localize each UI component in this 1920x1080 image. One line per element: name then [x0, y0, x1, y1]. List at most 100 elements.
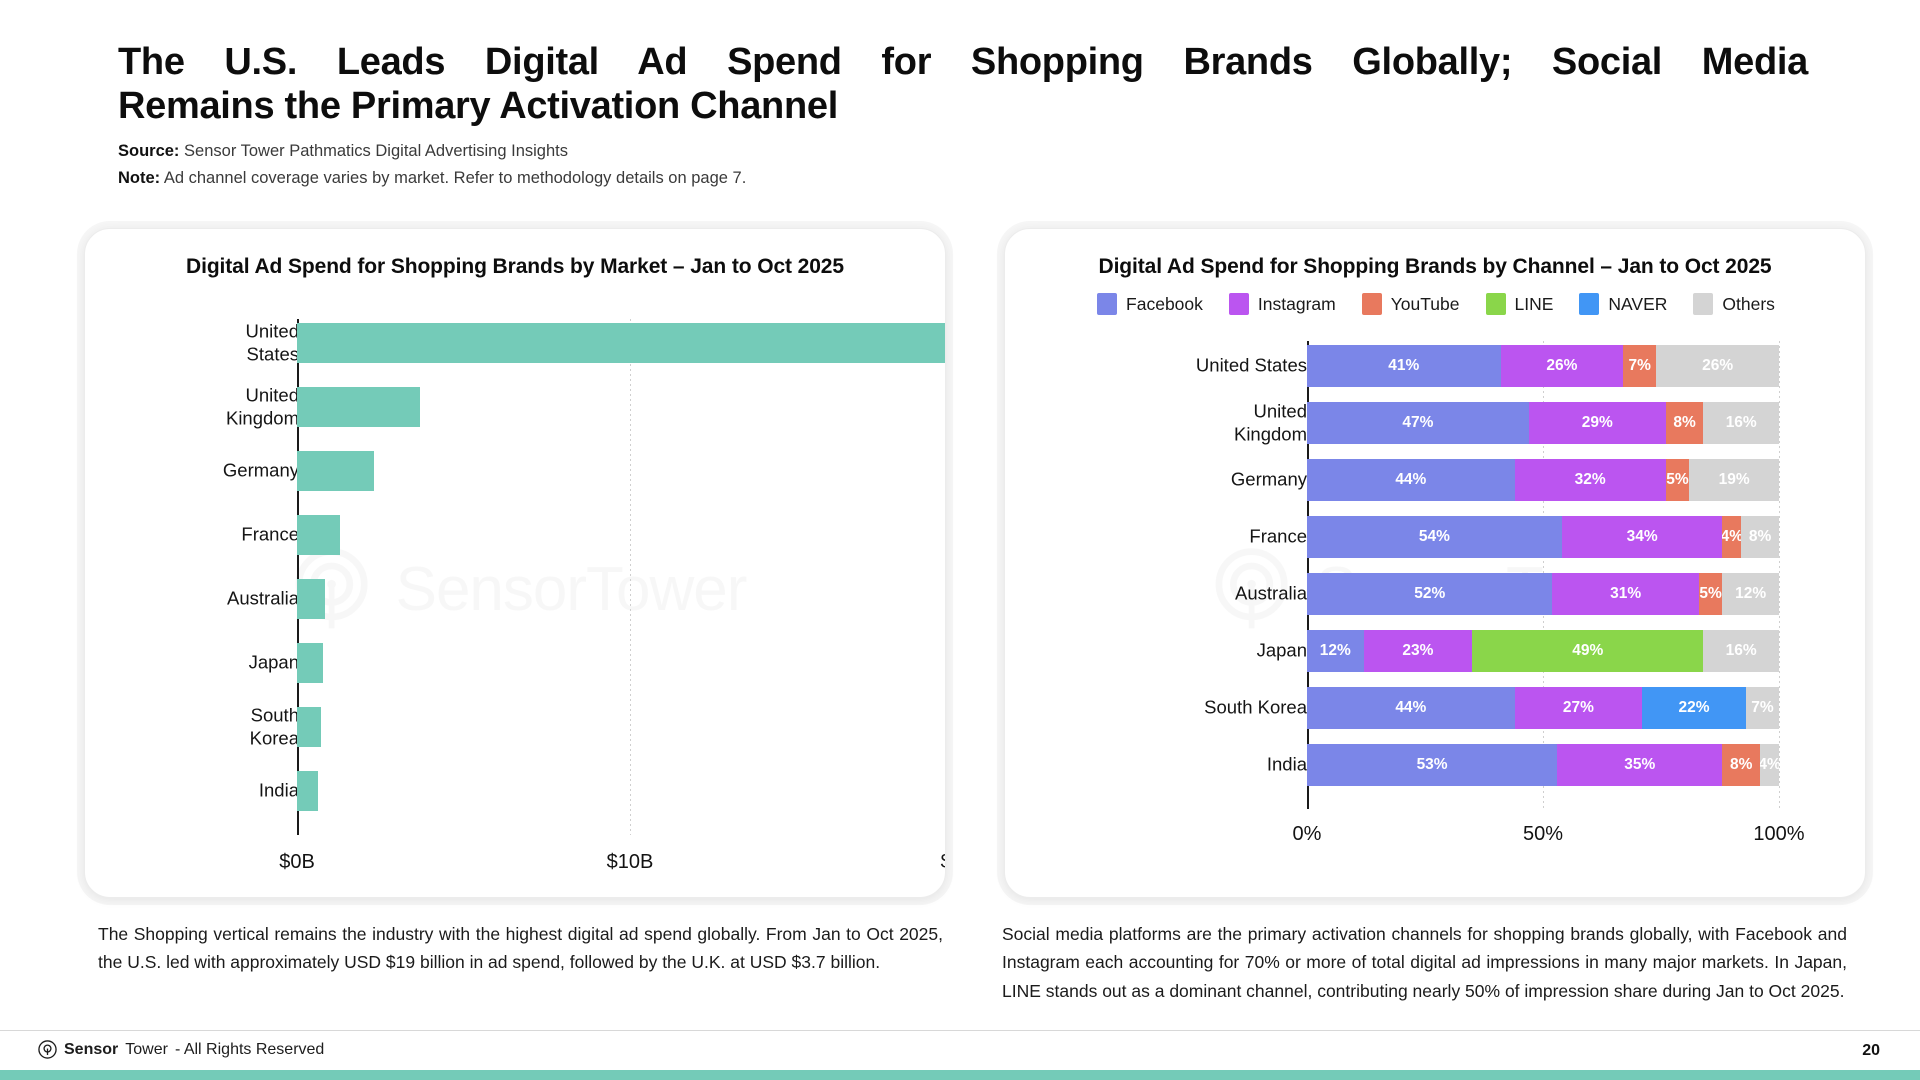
legend-item-facebook[interactable]: Facebook [1097, 293, 1203, 315]
left-bar[interactable] [297, 451, 374, 491]
source-label: Source: [118, 142, 180, 161]
segment-facebook[interactable]: 53% [1307, 744, 1558, 786]
segment-facebook[interactable]: 52% [1307, 573, 1553, 615]
right-category-label: India [1266, 753, 1307, 775]
segment-youtube[interactable]: 8% [1722, 744, 1761, 786]
segment-value-label: 12% [1735, 585, 1767, 602]
charts-container: Digital Ad Spend for Shopping Brands by … [84, 228, 1866, 898]
legend-item-line[interactable]: LINE [1485, 293, 1553, 315]
segment-value-label: 26% [1546, 357, 1578, 374]
segment-others[interactable]: 26% [1656, 345, 1779, 387]
right-category-label: South Korea [1204, 696, 1307, 718]
segment-others[interactable]: 4% [1760, 744, 1779, 786]
source-value: Sensor Tower Pathmatics Digital Advertis… [184, 142, 568, 161]
segment-instagram[interactable]: 29% [1528, 402, 1666, 444]
segment-facebook[interactable]: 44% [1307, 687, 1515, 729]
page-title: The U.S. Leads Digital Ad Spend for Shop… [118, 40, 1808, 128]
segment-value-label: 47% [1402, 414, 1434, 431]
legend-label: NAVER [1608, 293, 1668, 314]
footer: Sensor Tower - All Rights Reserved [38, 1040, 324, 1059]
segment-line[interactable]: 49% [1472, 630, 1704, 672]
left-bar-row: South Korea [85, 704, 945, 748]
left-bar-track [297, 707, 945, 747]
segment-others[interactable]: 8% [1741, 516, 1779, 558]
title-line-1: The U.S. Leads Digital Ad Spend for Shop… [118, 41, 1808, 83]
left-bar-row: United States [85, 320, 945, 364]
left-xtick-0: $0B [279, 851, 315, 873]
left-bar-row: Japan [85, 643, 945, 683]
segment-value-label: 29% [1581, 414, 1613, 431]
left-bar[interactable] [297, 387, 421, 427]
channel-legend: Facebook Instagram YouTube LINE NAVER Others [1005, 293, 1865, 315]
right-bar-row: Australia 52% 31% 5% 12% [1005, 573, 1865, 615]
segment-others[interactable]: 19% [1689, 459, 1779, 501]
segment-instagram[interactable]: 23% [1363, 630, 1473, 672]
segment-youtube[interactable]: 7% [1623, 345, 1657, 387]
segment-facebook[interactable]: 41% [1307, 345, 1501, 387]
left-category-label: India [258, 779, 299, 801]
legend-label: Instagram [1257, 293, 1336, 314]
left-bar-row: Germany [85, 451, 945, 491]
segment-value-label: 8% [1730, 756, 1753, 773]
segment-instagram[interactable]: 31% [1552, 573, 1699, 615]
segment-value-label: 23% [1402, 642, 1434, 659]
left-gridline-10b [630, 319, 631, 835]
segment-youtube[interactable]: 5% [1665, 459, 1690, 501]
segment-value-label: 49% [1572, 642, 1604, 659]
legend-swatch-icon [1228, 293, 1249, 315]
segment-instagram[interactable]: 32% [1514, 459, 1666, 501]
right-category-label: United States [1195, 354, 1307, 376]
segment-value-label: 8% [1673, 414, 1696, 431]
segment-facebook[interactable]: 47% [1307, 402, 1529, 444]
note-label: Note: [118, 168, 161, 187]
left-bar[interactable] [297, 323, 945, 363]
left-bar[interactable] [297, 771, 318, 811]
right-plot-area: United States 41% 26% 7% 26% United Kingdom 47%… [1005, 333, 1865, 897]
segment-value-label: 19% [1718, 471, 1750, 488]
left-y-axis-line [297, 319, 299, 835]
segment-facebook[interactable]: 54% [1307, 516, 1562, 558]
segment-youtube[interactable]: 5% [1698, 573, 1723, 615]
segment-youtube[interactable]: 4% [1722, 516, 1742, 558]
right-bar-row: South Korea 44% 27% 22% 7% [1005, 687, 1865, 729]
left-bar-track [297, 771, 945, 811]
segment-others[interactable]: 16% [1703, 630, 1779, 672]
segment-facebook[interactable]: 44% [1307, 459, 1515, 501]
segment-others[interactable]: 12% [1722, 573, 1779, 615]
legend-item-others[interactable]: Others [1693, 293, 1775, 315]
right-bar-row: United States 41% 26% 7% 26% [1005, 345, 1865, 387]
segment-value-label: 53% [1416, 756, 1448, 773]
legend-item-instagram[interactable]: Instagram [1228, 293, 1336, 315]
segment-instagram[interactable]: 35% [1557, 744, 1723, 786]
segment-naver[interactable]: 22% [1642, 687, 1746, 729]
left-bar[interactable] [297, 643, 323, 683]
segment-instagram[interactable]: 27% [1514, 687, 1643, 729]
title-line-2: Remains the Primary Activation Channel [118, 85, 838, 128]
segment-value-label: 31% [1610, 585, 1642, 602]
right-xtick-100: 100% [1753, 823, 1805, 845]
left-category-label: Germany [222, 459, 299, 481]
right-stacked-bar: 44% 32% 5% 19% [1307, 459, 1779, 501]
right-category-label: Australia [1235, 582, 1307, 604]
right-bar-row: France 54% 34% 4% 8% [1005, 516, 1865, 558]
left-xtick-20: $20B [941, 851, 945, 874]
left-category-label: South Korea [249, 704, 299, 748]
segment-instagram[interactable]: 26% [1500, 345, 1624, 387]
segment-value-label: 54% [1418, 528, 1450, 545]
segment-facebook[interactable]: 12% [1307, 630, 1364, 672]
right-category-label: United Kingdom [1233, 400, 1307, 444]
left-bar[interactable] [297, 579, 326, 619]
segment-instagram[interactable]: 34% [1561, 516, 1723, 558]
left-bar[interactable] [297, 515, 341, 555]
footer-divider [0, 1030, 1920, 1031]
segment-others[interactable]: 7% [1745, 687, 1779, 729]
segment-others[interactable]: 16% [1703, 402, 1779, 444]
left-category-label: Australia [227, 587, 299, 609]
page-number: 20 [1862, 1042, 1880, 1059]
legend-item-youtube[interactable]: YouTube [1361, 293, 1460, 315]
left-bar-row: India [85, 771, 945, 811]
segment-youtube[interactable]: 8% [1665, 402, 1704, 444]
left-bar-row: United Kingdom [85, 384, 945, 428]
legend-item-naver[interactable]: NAVER [1579, 293, 1667, 315]
left-bar[interactable] [297, 707, 322, 747]
